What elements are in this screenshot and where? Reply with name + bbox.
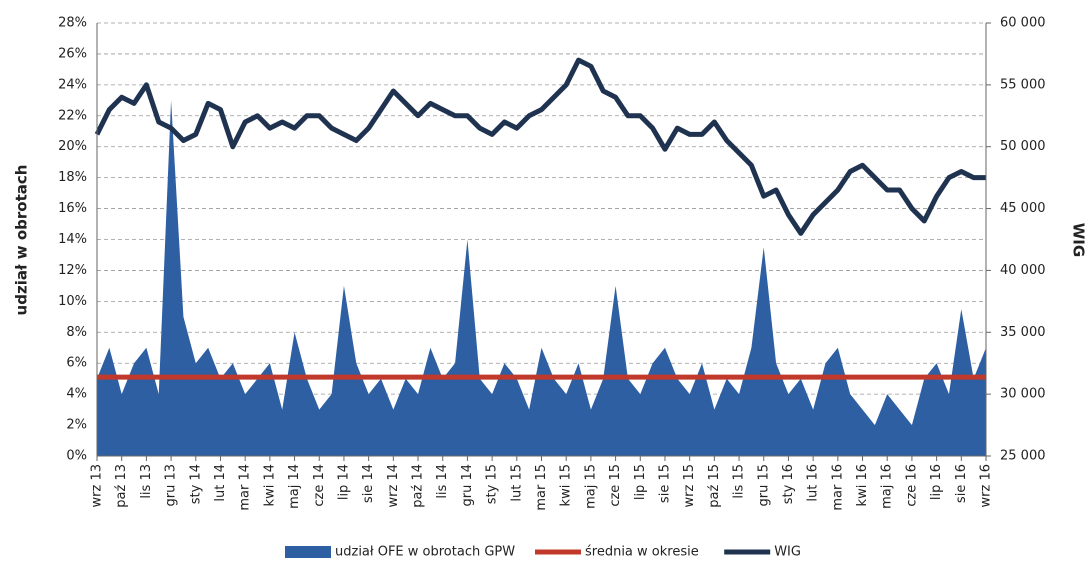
x-tick-label: cze 16 [904,464,919,507]
wig-line [94,57,986,236]
y2-tick-label: 35 000 [1000,325,1046,340]
x-tick-label: mar 15 [534,464,549,511]
y-tick-label: 24% [58,77,87,92]
x-tick-label: lut 16 [806,464,821,502]
y2-tick-label: 60 000 [1000,16,1046,31]
y-tick-label: 10% [58,294,87,309]
x-tick-label: paź 15 [707,464,722,508]
y-tick-label: 4% [66,387,87,402]
y-axis-title: udział w obrotach [13,165,31,316]
x-tick-label: mar 14 [238,464,253,511]
x-tick-label: kwi 16 [855,464,870,506]
y-tick-label: 12% [58,263,87,278]
legend-label: średnia w okresie [585,545,699,560]
x-tick-label: maj 16 [880,464,895,509]
x-tick-label: lip 16 [929,464,944,500]
y2-tick-label: 45 000 [1000,201,1046,216]
y2-tick-label: 30 000 [1000,387,1046,402]
y2-tick-label: 50 000 [1000,139,1046,154]
share-area [97,100,986,457]
x-tick-label: wrz 14 [386,464,401,507]
x-tick-label: wrz 13 [90,464,105,507]
x-tick-label: lip 14 [336,464,351,500]
y-tick-label: 6% [66,356,87,371]
x-tick-label: lip 15 [633,464,648,500]
y-tick-label: 2% [66,418,87,433]
y-tick-label: 14% [58,232,87,247]
y2-tick-label: 25 000 [1000,449,1046,464]
x-tick-label: lis 14 [435,464,450,499]
x-tick-label: kwi 14 [262,464,277,506]
x-tick-label: kwi 15 [559,464,574,506]
y2-tick-label: 55 000 [1000,77,1046,92]
legend-label: udział OFE w obrotach GPW [335,545,515,560]
x-tick-label: sty 14 [188,464,203,504]
x-tick-label: gru 14 [460,464,475,507]
x-tick-label: lis 13 [139,464,154,499]
x-tick-label: maj 15 [583,464,598,509]
y-tick-label: 22% [58,108,87,123]
legend-swatch [285,546,331,558]
y-tick-label: 16% [58,201,87,216]
x-tick-label: gru 15 [756,464,771,507]
x-tick-label: sty 16 [781,464,796,504]
y2-tick-label: 40 000 [1000,263,1046,278]
x-tick-label: wrz 16 [979,464,994,507]
x-tick-label: lis 15 [732,464,747,499]
legend-label: WIG [774,545,801,560]
y-tick-label: 18% [58,170,87,185]
x-tick-label: lut 15 [509,464,524,502]
x-tick-label: sie 14 [361,464,376,503]
x-tick-label: lut 14 [213,464,228,502]
y-tick-label: 0% [66,449,87,464]
x-tick-label: sie 16 [954,464,969,503]
x-tick-label: cze 15 [608,464,623,507]
x-tick-label: paź 14 [411,464,426,508]
x-tick-label: gru 13 [164,464,179,507]
y-tick-label: 20% [58,139,87,154]
x-tick-label: cze 14 [312,464,327,507]
x-tick-label: wrz 15 [682,464,697,507]
y-tick-label: 8% [66,325,87,340]
y-tick-label: 28% [58,16,87,31]
x-tick-label: sie 15 [657,464,672,503]
y2-axis-title: WIG [1070,223,1088,257]
x-tick-label: sty 15 [485,464,500,504]
x-tick-label: mar 16 [830,464,845,511]
x-tick-label: paź 13 [114,464,129,508]
x-tick-label: maj 14 [287,464,302,509]
y-tick-label: 26% [58,46,87,61]
